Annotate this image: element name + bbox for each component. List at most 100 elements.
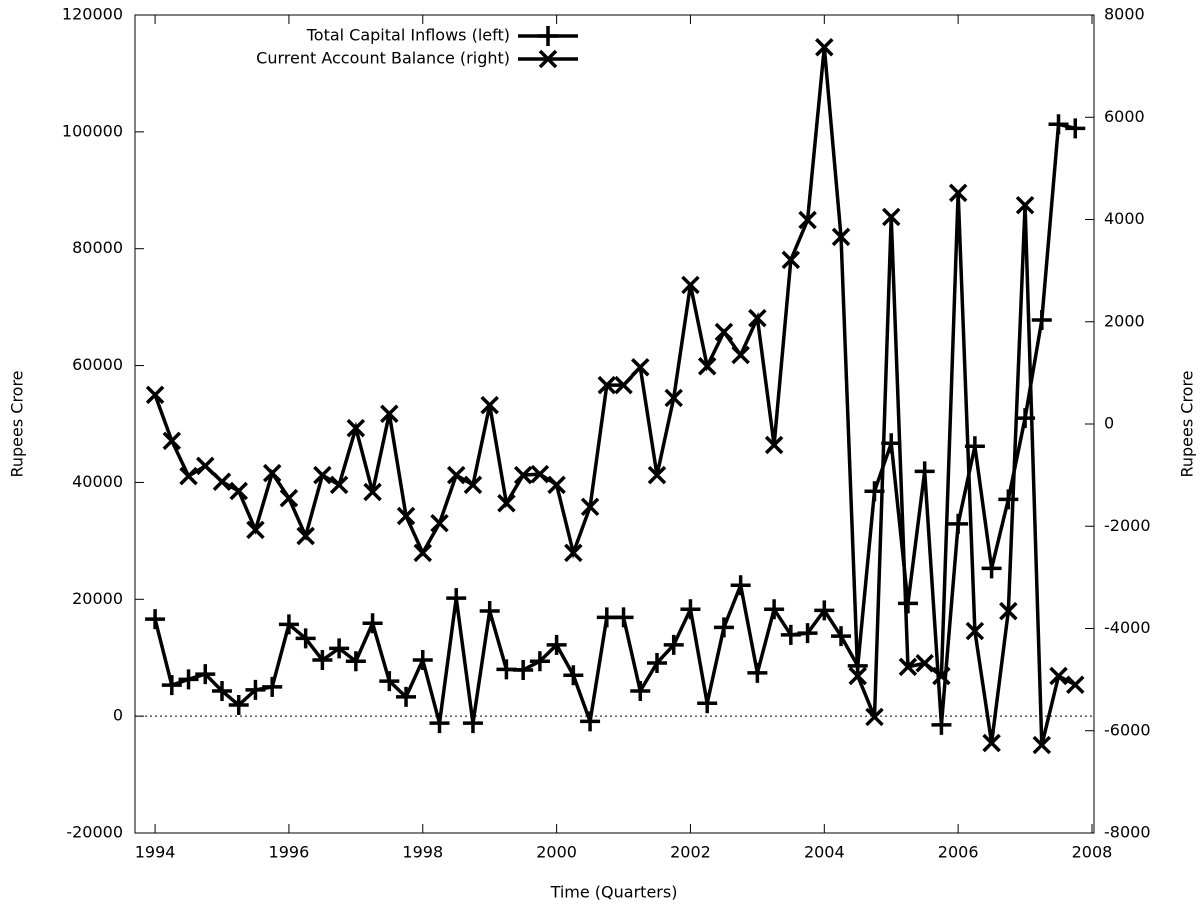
point xyxy=(798,210,817,230)
point xyxy=(480,395,499,415)
y-tick-label: 0 xyxy=(113,706,123,725)
point xyxy=(278,614,299,635)
y2-tick-label: 0 xyxy=(1104,414,1114,433)
point xyxy=(497,494,516,513)
point xyxy=(831,227,851,247)
point xyxy=(982,733,1001,753)
x-tick-label: 2008 xyxy=(1072,843,1113,862)
point xyxy=(781,250,801,270)
y2-tick-label: -8000 xyxy=(1104,823,1151,842)
point xyxy=(881,207,901,227)
y2-axis-label: Rupees Crore xyxy=(1178,370,1197,477)
point xyxy=(1015,195,1035,215)
x-tick-label: 1998 xyxy=(402,843,443,862)
y-tick-label: 20000 xyxy=(72,589,123,608)
point xyxy=(714,322,734,342)
x-tick-label: 1994 xyxy=(135,843,176,862)
point xyxy=(998,489,1019,510)
point xyxy=(262,676,283,697)
y-tick-label: 120000 xyxy=(62,5,123,24)
point xyxy=(513,659,534,680)
point xyxy=(764,599,785,620)
point xyxy=(479,600,500,621)
point xyxy=(145,609,166,630)
point xyxy=(296,526,315,546)
point xyxy=(999,601,1018,621)
point xyxy=(462,713,483,734)
point xyxy=(631,358,650,377)
legend-label: Total Capital Inflows (left) xyxy=(306,26,510,45)
point xyxy=(529,651,550,672)
point xyxy=(1048,114,1069,135)
y2-tick-label: -4000 xyxy=(1104,618,1151,637)
point xyxy=(713,617,734,638)
point xyxy=(865,707,884,727)
point xyxy=(965,621,985,641)
point xyxy=(228,695,249,716)
x-tick-label: 2004 xyxy=(804,843,845,862)
point xyxy=(312,650,333,671)
point xyxy=(346,418,366,438)
point xyxy=(463,475,483,495)
point xyxy=(630,681,651,702)
point xyxy=(580,711,601,732)
y2-tick-label: 4000 xyxy=(1104,209,1145,228)
point xyxy=(897,593,918,614)
point xyxy=(730,575,751,596)
point xyxy=(697,356,717,376)
y-tick-label: 40000 xyxy=(72,472,123,491)
point xyxy=(379,671,400,692)
point xyxy=(680,599,701,620)
point xyxy=(948,183,968,203)
point xyxy=(647,465,667,485)
point xyxy=(229,481,248,501)
y-tick-label: 100000 xyxy=(62,121,123,140)
point xyxy=(731,345,750,365)
y2-tick-label: -6000 xyxy=(1104,720,1151,739)
point xyxy=(446,465,466,485)
point xyxy=(914,461,935,482)
point xyxy=(596,607,617,628)
point xyxy=(430,513,449,533)
point xyxy=(429,713,450,734)
point xyxy=(646,652,667,673)
point xyxy=(597,375,617,395)
point xyxy=(212,472,232,492)
point xyxy=(513,465,533,485)
point xyxy=(380,404,399,424)
point xyxy=(831,626,852,647)
point xyxy=(898,657,918,677)
point xyxy=(681,275,700,295)
y-axis-label: Rupees Crore xyxy=(8,370,27,477)
point xyxy=(546,634,567,655)
point xyxy=(580,497,600,517)
point xyxy=(663,634,684,655)
point xyxy=(1065,118,1086,139)
y2-tick-label: -2000 xyxy=(1104,516,1151,535)
y2-tick-label: 2000 xyxy=(1104,311,1145,330)
y-tick-label: 80000 xyxy=(72,238,123,257)
point xyxy=(1032,735,1052,755)
legend-label: Current Account Balance (right) xyxy=(256,49,510,68)
point xyxy=(815,37,834,57)
point xyxy=(697,693,718,714)
point xyxy=(145,385,165,405)
point xyxy=(1049,666,1068,686)
x-tick-label: 2002 xyxy=(670,843,711,862)
point xyxy=(262,463,282,483)
x-tick-label: 2000 xyxy=(536,843,577,862)
point xyxy=(764,435,784,455)
point xyxy=(446,588,467,609)
series-line xyxy=(153,122,1076,729)
point xyxy=(981,558,1002,579)
point xyxy=(295,628,316,649)
point xyxy=(162,431,182,451)
point xyxy=(345,651,366,672)
x-tick-label: 2006 xyxy=(938,843,979,862)
x-tick-label: 1996 xyxy=(269,843,310,862)
y2-tick-label: 6000 xyxy=(1104,107,1145,126)
point xyxy=(246,520,265,540)
point xyxy=(614,375,633,395)
y-tick-label: 60000 xyxy=(72,355,123,374)
